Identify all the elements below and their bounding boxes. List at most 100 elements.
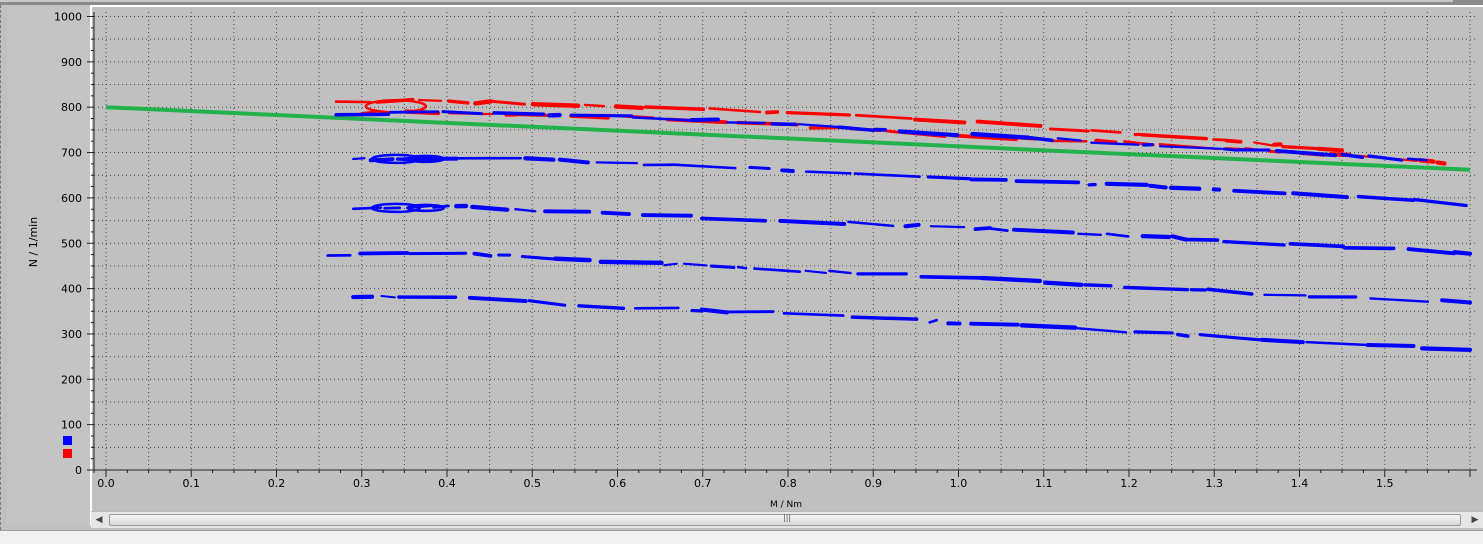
data-segment — [1226, 141, 1240, 142]
data-segment — [900, 131, 957, 135]
y-tick-label: 1000 — [54, 11, 82, 24]
data-segment — [978, 122, 1041, 126]
data-segment — [494, 113, 543, 114]
data-segment — [336, 102, 370, 103]
x-tick-label: 0.6 — [609, 477, 627, 490]
data-segment — [1150, 186, 1166, 188]
data-segment — [930, 320, 937, 322]
data-segment — [529, 301, 565, 306]
data-segment — [1422, 348, 1470, 350]
data-segment — [780, 221, 844, 224]
data-segment — [784, 313, 843, 315]
data-segment — [905, 225, 918, 226]
data-segment — [336, 114, 388, 115]
data-segment — [971, 324, 1018, 325]
data-segment — [474, 254, 490, 256]
x-tick-label: 1.5 — [1376, 477, 1394, 490]
data-segment — [1442, 300, 1470, 302]
legend-swatch-blue — [63, 436, 72, 445]
data-segment — [560, 160, 588, 163]
data-segment — [1368, 345, 1414, 346]
data-segment — [931, 226, 964, 227]
data-segment — [767, 112, 777, 113]
y-tick-label: 600 — [61, 192, 82, 205]
y-tick-label: 0 — [75, 464, 82, 477]
data-segment — [1438, 163, 1445, 164]
data-segment — [1277, 151, 1335, 155]
data-segment — [1160, 146, 1221, 149]
data-segment — [390, 112, 437, 113]
data-segment — [806, 172, 850, 174]
grid-lines — [94, 12, 1477, 470]
series-band-blue-2 — [353, 204, 1470, 254]
data-segment — [1078, 234, 1101, 235]
data-segment — [1092, 130, 1121, 132]
data-segment — [601, 262, 662, 263]
data-segment — [684, 264, 707, 266]
data-segment — [692, 120, 718, 121]
data-segment — [1370, 298, 1428, 301]
data-segment — [522, 257, 552, 259]
data-segment — [585, 105, 604, 106]
x-tick-label: 0.8 — [779, 477, 797, 490]
data-segment — [1050, 129, 1088, 131]
data-segment — [597, 162, 637, 163]
x-tick-label: 0.1 — [183, 477, 201, 490]
series-band-blue-4 — [353, 296, 1470, 350]
data-segment — [1125, 287, 1188, 289]
data-segment — [1358, 197, 1413, 201]
data-segment — [1143, 236, 1169, 237]
x-tick-label: 0.5 — [524, 477, 542, 490]
data-segment — [1454, 252, 1470, 253]
data-segment — [443, 112, 481, 114]
x-tick-label: 0.4 — [438, 477, 456, 490]
scrollbar-thumb[interactable]: ||| — [109, 514, 1461, 526]
data-segment — [1178, 334, 1188, 336]
scroll-right-icon[interactable]: ▶ — [1467, 512, 1483, 528]
data-segment — [1022, 325, 1075, 327]
data-segment — [515, 209, 535, 211]
data-segment — [1224, 242, 1284, 245]
data-segment — [1085, 285, 1111, 286]
data-segment — [1408, 159, 1427, 160]
data-segment — [990, 228, 1007, 230]
data-segment — [672, 165, 736, 169]
data-segment — [848, 222, 893, 226]
data-segment — [525, 158, 553, 159]
data-segment — [1293, 193, 1347, 197]
data-segment — [1014, 230, 1073, 233]
data-segment — [1234, 191, 1284, 194]
data-segment — [633, 117, 691, 120]
data-segment — [928, 177, 970, 179]
data-segment — [1077, 328, 1126, 332]
x-tick-label: 0.7 — [694, 477, 712, 490]
data-segment — [1264, 295, 1305, 296]
horizontal-scrollbar[interactable]: ◀ ||| ▶ — [91, 511, 1483, 528]
data-segment — [1345, 248, 1394, 249]
data-segment — [533, 104, 578, 106]
y-tick-label: 700 — [61, 147, 82, 160]
scroll-left-icon[interactable]: ◀ — [91, 512, 107, 528]
data-segment — [1107, 184, 1147, 185]
x-tick-label: 1.0 — [950, 477, 968, 490]
series-band-blue-3 — [328, 253, 1470, 302]
y-tick-label: 900 — [61, 56, 82, 69]
data-segment — [579, 306, 623, 308]
grip-icon: ||| — [783, 513, 791, 522]
legend-swatch-red — [63, 449, 72, 458]
data-segment — [1306, 342, 1367, 345]
data-segment — [975, 228, 990, 229]
x-tick-label: 1.2 — [1120, 477, 1138, 490]
data-segment — [381, 296, 394, 297]
data-segment — [353, 208, 381, 209]
data-segment — [855, 174, 920, 177]
data-segment — [571, 115, 631, 116]
data-segment — [493, 101, 525, 104]
data-segment — [710, 108, 760, 112]
x-tick-label: 1.1 — [1035, 477, 1053, 490]
data-segment — [1171, 188, 1199, 189]
data-segment — [1142, 135, 1206, 139]
data-segment — [787, 113, 849, 115]
